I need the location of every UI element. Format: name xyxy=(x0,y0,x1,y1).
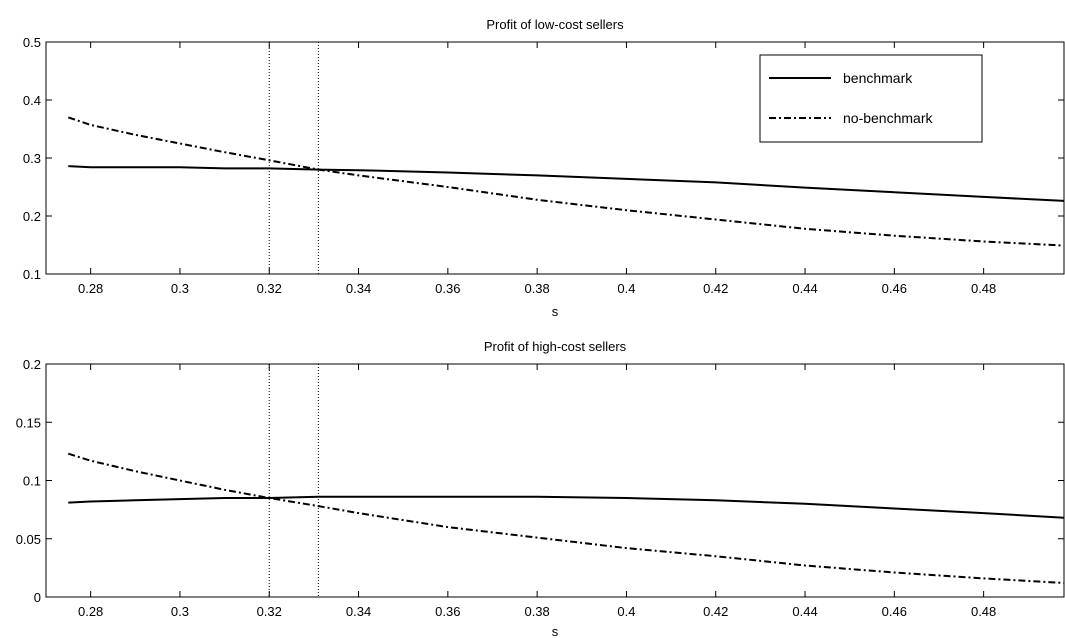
x-tick-label: 0.36 xyxy=(435,604,460,619)
legend-label-no-benchmark: no-benchmark xyxy=(843,110,933,126)
series-line-no-benchmark xyxy=(67,116,1065,247)
y-tick-label: 0 xyxy=(34,590,41,605)
low-cost-sellers-chart: Profit of low-cost sellers 0.28 0.3 0.32 0.… xyxy=(23,17,1065,319)
axis-ticks xyxy=(46,363,1064,598)
chart-title: Profit of high-cost sellers xyxy=(484,339,627,354)
x-tick-label: 0.3 xyxy=(171,604,189,619)
x-tick-label: 0.44 xyxy=(792,604,817,619)
data-series xyxy=(67,116,1065,247)
x-tick-labels: 0.28 0.3 0.32 0.34 0.36 0.38 0.4 0.42 0.44 0.46 0.… xyxy=(78,281,996,296)
axis-ticks xyxy=(46,41,1064,275)
x-tick-label: 0.46 xyxy=(882,281,907,296)
x-tick-label: 0.32 xyxy=(257,281,282,296)
x-tick-labels: 0.28 0.3 0.32 0.34 0.36 0.38 0.4 0.42 0.44 0.46 0.… xyxy=(78,604,996,619)
x-tick-label: 0.48 xyxy=(971,281,996,296)
x-tick-label: 0.46 xyxy=(882,604,907,619)
x-tick-label: 0.32 xyxy=(257,604,282,619)
x-tick-label: 0.42 xyxy=(703,604,728,619)
y-tick-label: 0.5 xyxy=(23,35,41,50)
x-tick-label: 0.34 xyxy=(346,281,371,296)
legend-label-benchmark: benchmark xyxy=(843,70,913,86)
x-tick-label: 0.34 xyxy=(346,604,371,619)
x-tick-label: 0.28 xyxy=(78,281,103,296)
y-tick-label: 0.1 xyxy=(23,474,41,489)
x-tick-label: 0.42 xyxy=(703,281,728,296)
x-tick-label: 0.36 xyxy=(435,281,460,296)
x-tick-label: 0.28 xyxy=(78,604,103,619)
x-tick-label: 0.4 xyxy=(617,604,635,619)
series-line-benchmark xyxy=(68,165,1065,202)
legend: benchmark no-benchmark xyxy=(759,54,983,143)
high-cost-sellers-chart: Profit of high-cost sellers 0.28 0.3 0.32 0… xyxy=(16,339,1065,638)
y-tick-label: 0.3 xyxy=(23,151,41,166)
x-axis-label: s xyxy=(552,624,559,638)
y-tick-labels: 0.1 0.2 0.3 0.4 0.5 xyxy=(23,35,41,282)
series-line-no-benchmark xyxy=(68,452,1065,584)
x-tick-label: 0.3 xyxy=(171,281,189,296)
x-axis-label: s xyxy=(552,304,559,319)
series-line-benchmark xyxy=(68,495,1065,519)
y-tick-label: 0.2 xyxy=(23,357,41,372)
y-tick-label: 0.4 xyxy=(23,93,41,108)
x-tick-label: 0.38 xyxy=(524,281,549,296)
data-series xyxy=(68,452,1065,584)
x-tick-label: 0.38 xyxy=(524,604,549,619)
y-tick-labels: 0 0.05 0.1 0.15 0.2 xyxy=(16,357,41,605)
y-tick-label: 0.2 xyxy=(23,209,41,224)
y-tick-label: 0.15 xyxy=(16,415,41,430)
y-tick-label: 0.05 xyxy=(16,532,41,547)
x-tick-label: 0.48 xyxy=(971,604,996,619)
legend-box xyxy=(759,54,983,143)
chart-title: Profit of low-cost sellers xyxy=(486,17,624,32)
x-tick-label: 0.4 xyxy=(617,281,635,296)
x-tick-label: 0.44 xyxy=(792,281,817,296)
y-tick-label: 0.1 xyxy=(23,267,41,282)
